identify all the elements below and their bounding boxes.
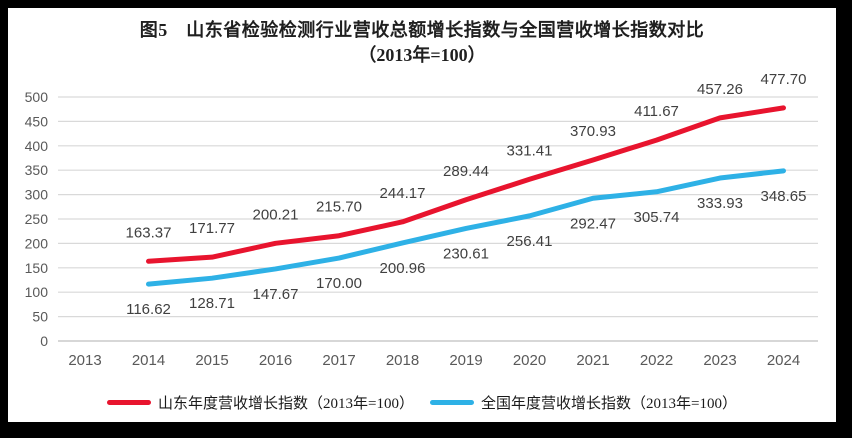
y-axis-tick-label: 100 (25, 284, 49, 300)
x-axis-tick-label: 2022 (640, 352, 673, 369)
x-axis-tick-label: 2020 (513, 352, 546, 369)
series-line-shandong (146, 105, 786, 264)
x-axis-tick-label: 2014 (132, 352, 165, 369)
data-label: 200.21 (253, 206, 299, 223)
data-label: 305.74 (634, 209, 680, 226)
x-axis-tick-label: 2017 (322, 352, 355, 369)
data-label: 163.37 (126, 224, 172, 241)
data-label: 147.67 (253, 286, 299, 303)
data-label: 289.44 (443, 163, 489, 180)
title-block: 图5 山东省检验检测行业营收总额增长指数与全国营收增长指数对比 （2013年=1… (8, 18, 836, 68)
x-axis-tick-label: 2018 (386, 352, 419, 369)
chart-subtitle: （2013年=100） (358, 45, 486, 65)
data-label: 477.70 (761, 71, 807, 88)
y-axis-tick-label: 400 (25, 138, 49, 154)
y-axis-tick-label: 50 (32, 309, 48, 325)
x-axis-tick-label: 2023 (703, 352, 736, 369)
y-axis-tick-label: 0 (40, 333, 48, 349)
y-axis-tick-label: 150 (25, 260, 49, 276)
y-axis-tick-label: 350 (25, 162, 49, 178)
data-label: 128.71 (189, 295, 235, 312)
chart-legend: 山东年度营收增长指数（2013年=100） 全国年度营收增长指数（2013年=1… (8, 391, 836, 413)
y-axis-tick-label: 200 (25, 235, 49, 251)
x-axis-tick-label: 2019 (449, 352, 482, 369)
data-label: 170.00 (316, 275, 362, 292)
data-label: 348.65 (761, 188, 807, 205)
data-label: 200.96 (380, 260, 426, 277)
y-axis-tick-label: 450 (25, 113, 49, 129)
legend-label-national: 全国年度营收增长指数（2013年=100） (481, 395, 737, 412)
x-axis-tick-label: 2015 (195, 352, 228, 369)
y-axis-tick-label: 500 (25, 89, 49, 105)
x-axis-tick-label: 2024 (767, 352, 800, 369)
x-axis-tick-label: 2016 (259, 352, 292, 369)
x-axis-tick-label: 2013 (68, 352, 101, 369)
chart-title: 图5 山东省检验检测行业营收总额增长指数与全国营收增长指数对比 (139, 20, 705, 40)
data-label: 256.41 (507, 233, 553, 250)
data-label: 215.70 (316, 199, 362, 216)
y-axis-tick-label: 250 (25, 211, 49, 227)
data-label: 292.47 (570, 215, 616, 232)
data-label: 333.93 (697, 195, 743, 212)
data-label: 171.77 (189, 220, 235, 237)
data-label: 116.62 (126, 301, 171, 318)
data-label: 244.17 (380, 185, 426, 202)
data-label: 230.61 (443, 245, 489, 262)
series-line-national (146, 168, 786, 287)
data-label: 411.67 (634, 103, 679, 120)
data-label: 370.93 (570, 123, 616, 140)
data-label: 331.41 (507, 142, 553, 159)
legend-label-shandong: 山东年度营收增长指数（2013年=100） (158, 395, 414, 412)
legend-swatch-national-line (430, 399, 474, 405)
legend-swatch-shandong-line (107, 399, 152, 405)
data-label: 457.26 (697, 81, 743, 98)
x-axis-tick-label: 2021 (576, 352, 609, 369)
y-axis-tick-label: 300 (25, 187, 49, 203)
